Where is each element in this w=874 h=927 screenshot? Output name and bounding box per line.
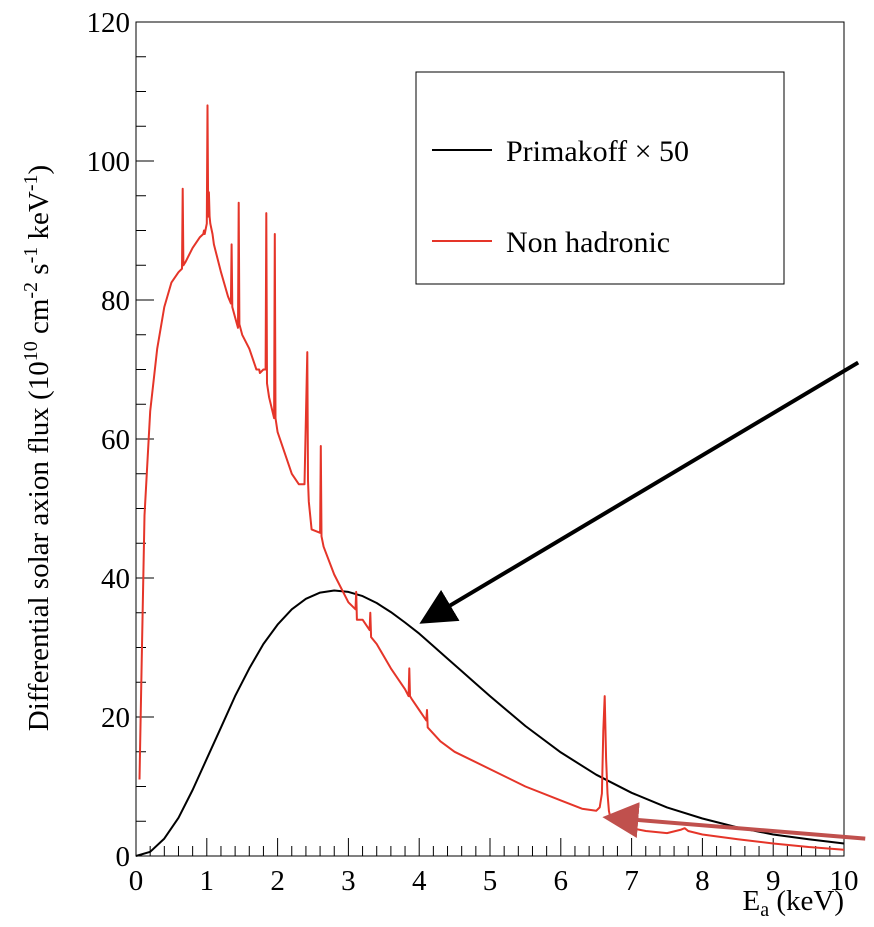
- y-tick-label: 20: [101, 702, 130, 734]
- x-tick-label: 3: [341, 865, 356, 897]
- y-tick-label: 0: [116, 841, 131, 873]
- annotation-arrow-peak: [602, 802, 866, 841]
- y-tick-label: 60: [101, 424, 130, 456]
- legend-label-non-hadronic: Non hadronic: [506, 226, 670, 259]
- legend-box: [415, 71, 785, 285]
- series-layer: [135, 104, 845, 857]
- y-tick-label: 40: [101, 563, 130, 595]
- x-tick-label: 9: [766, 865, 781, 897]
- x-tick-label: 10: [830, 865, 859, 897]
- y-tick-label: 80: [101, 285, 130, 317]
- x-tick-label: 7: [624, 865, 639, 897]
- y-axis-title: Differential solar axion flux (1010 cm-2…: [20, 165, 55, 731]
- y-tick-label: 100: [87, 146, 131, 178]
- x-tick-label: 8: [695, 865, 710, 897]
- legend: Primakoff × 50 Non hadronic: [415, 71, 785, 285]
- annotations: [419, 360, 866, 841]
- x-tick-label: 2: [270, 865, 285, 897]
- x-tick-label: 0: [129, 865, 144, 897]
- y-tick-label: 120: [87, 7, 131, 39]
- x-tick-label: 4: [412, 865, 427, 897]
- x-axis-title: Ea (keV): [743, 885, 845, 921]
- series-line-primakoff: [135, 589, 845, 857]
- x-tick-label: 5: [483, 865, 498, 897]
- series-line-non-hadronic: [138, 104, 845, 851]
- annotation-arrow-primakoff: [419, 360, 860, 624]
- legend-label-primakoff: Primakoff × 50: [506, 135, 689, 168]
- x-tick-label: 6: [554, 865, 569, 897]
- x-tick-label: 1: [200, 865, 215, 897]
